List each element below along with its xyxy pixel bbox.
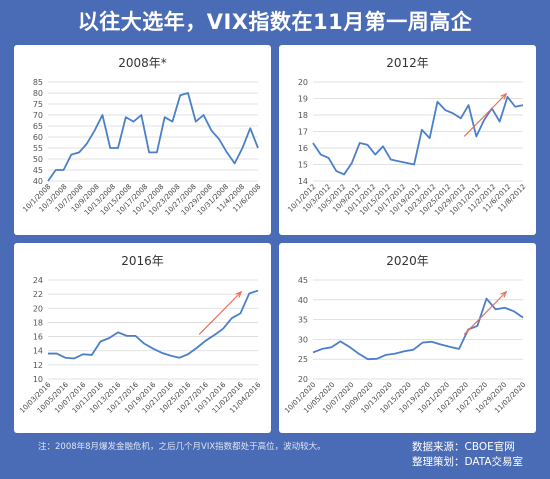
chart-2008-panel: 2008年* 40 45 50 55 60 65 70 75 80 85 10/1/2008 10/3/… — [14, 45, 271, 235]
y-tick-label: 16 — [33, 333, 43, 342]
y-tick-label: 40 — [33, 177, 43, 186]
y-tick-label: 12 — [33, 361, 43, 370]
series-line — [48, 289, 259, 360]
y-tick-label: 80 — [33, 89, 43, 98]
trend-arrow — [463, 291, 507, 335]
series-line — [312, 297, 524, 361]
chart-2012-panel: 2012年 14 15 16 17 18 19 20 10/1/2012 10/3/2012 10/… — [279, 45, 536, 235]
credits: 数据来源：CBOE官网 整理策划：DATA交易室 — [412, 440, 547, 470]
y-tick-label: 40 — [298, 296, 308, 305]
y-tick-label: 60 — [33, 133, 43, 142]
y-tick-label: 17 — [298, 128, 308, 137]
y-tick-label: 22 — [33, 290, 43, 299]
y-tick-label: 15 — [298, 161, 308, 170]
chart-title: 2020年 — [386, 254, 429, 268]
chart-2020-panel: 2020年 20 25 30 35 40 45 10/01/2020 10/05/2020 10/… — [279, 243, 536, 433]
data-editor: 整理策划：DATA交易室 — [412, 456, 524, 468]
trend-arrow — [463, 93, 507, 137]
footnote: 注：2008年8月爆发金融危机，之后几个月VIX指数都处于高位，波动较大。 — [38, 442, 326, 452]
y-tick-label: 16 — [298, 144, 308, 153]
chart-2016-panel: 2016年 10 12 14 16 18 20 22 24 10/03/2016 10/05/201… — [14, 243, 271, 433]
y-tick-label: 45 — [298, 276, 308, 285]
series-line — [312, 95, 524, 176]
chart-title: 2008年* — [118, 56, 167, 70]
y-tick-label: 70 — [33, 111, 43, 120]
y-tick-label: 45 — [33, 166, 43, 175]
y-tick-label: 85 — [33, 78, 43, 87]
trend-arrow-head — [500, 290, 508, 298]
trend-arrow — [198, 291, 242, 335]
y-tick-label: 25 — [298, 355, 308, 364]
page-title: 以往大选年，VIX指数在11月第一周高企 — [77, 10, 473, 34]
y-tick-label: 20 — [298, 78, 308, 87]
chart-2012: 2012年1415161718192010/1/201210/3/201210/… — [286, 56, 527, 217]
trend-arrow-head — [235, 290, 243, 298]
chart-title: 2012年 — [386, 56, 429, 70]
series-line — [47, 92, 259, 182]
data-source: 数据来源：CBOE官网 — [412, 441, 515, 453]
y-tick-label: 75 — [33, 100, 43, 109]
y-tick-label: 19 — [298, 95, 308, 104]
y-tick-label: 10 — [33, 375, 43, 384]
y-tick-label: 30 — [298, 335, 308, 344]
y-tick-label: 24 — [33, 276, 43, 285]
y-tick-label: 14 — [298, 177, 308, 186]
y-tick-label: 14 — [33, 347, 43, 356]
chart-title: 2016年 — [121, 254, 164, 268]
y-tick-label: 50 — [33, 155, 43, 164]
y-tick-label: 18 — [298, 111, 308, 120]
y-tick-label: 65 — [33, 122, 43, 131]
y-tick-label: 20 — [33, 304, 43, 313]
y-tick-label: 20 — [298, 375, 308, 384]
chart-2020: 2020年20253035404510/01/202010/05/202010/… — [283, 254, 527, 415]
y-tick-label: 55 — [33, 144, 43, 153]
y-tick-label: 18 — [33, 318, 43, 327]
y-tick-label: 35 — [298, 316, 308, 325]
chart-2008: 2008年*4045505560657075808510/1/200810/3/… — [21, 56, 262, 217]
trend-arrow-head — [500, 92, 508, 100]
chart-2016: 2016年101214161820222410/03/201610/05/201… — [18, 254, 263, 415]
